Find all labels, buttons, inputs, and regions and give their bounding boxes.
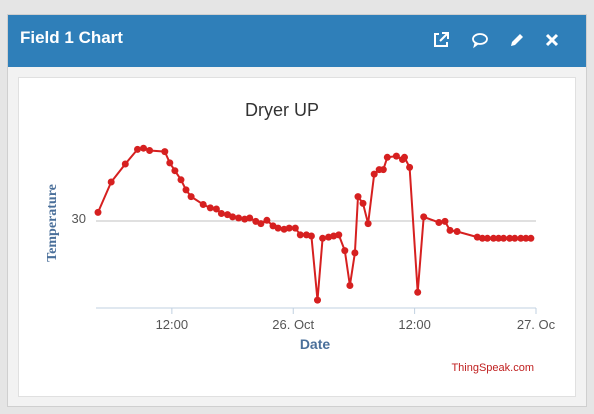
data-point[interactable] <box>257 220 265 228</box>
data-point[interactable] <box>94 208 102 216</box>
data-point[interactable] <box>490 234 497 242</box>
data-point[interactable] <box>392 152 400 160</box>
data-point[interactable] <box>341 247 349 255</box>
widget-title: Field 1 Chart <box>20 28 123 47</box>
line-chart: Dryer UP Temperature Date ThingSpeak.com… <box>45 100 556 374</box>
data-point[interactable] <box>171 167 179 175</box>
x-axis-label: Date <box>300 336 331 352</box>
widget-header: Field 1 Chart <box>8 15 586 67</box>
chart-card: Dryer UP Temperature Date ThingSpeak.com… <box>18 77 576 397</box>
data-point[interactable] <box>140 144 147 152</box>
y-axis-label: Temperature <box>45 184 60 262</box>
data-point[interactable] <box>307 232 315 240</box>
chart-title: Dryer UP <box>245 100 319 120</box>
data-point[interactable] <box>263 216 271 224</box>
data-point[interactable] <box>483 234 491 242</box>
data-point[interactable] <box>335 231 343 239</box>
widget-body: Dryer UP Temperature Date ThingSpeak.com… <box>8 67 586 406</box>
data-point[interactable] <box>511 234 519 242</box>
data-point[interactable] <box>359 199 367 207</box>
data-point[interactable] <box>296 231 304 239</box>
thingspeak-credit[interactable]: ThingSpeak.com <box>451 362 534 374</box>
data-point[interactable] <box>495 234 503 242</box>
data-point[interactable] <box>182 186 190 194</box>
data-point[interactable] <box>414 288 422 296</box>
data-point[interactable] <box>522 234 530 242</box>
data-point[interactable] <box>441 217 449 225</box>
data-point[interactable] <box>229 213 237 221</box>
data-point[interactable] <box>285 224 293 232</box>
data-point[interactable] <box>517 234 525 242</box>
series-line <box>97 147 531 301</box>
data-point[interactable] <box>314 296 321 304</box>
data-point[interactable] <box>453 228 461 235</box>
data-point[interactable] <box>364 220 372 228</box>
data-point[interactable] <box>351 249 359 257</box>
data-point[interactable] <box>346 282 354 289</box>
data-point[interactable] <box>212 205 220 213</box>
data-point[interactable] <box>146 147 154 154</box>
data-point[interactable] <box>206 204 214 212</box>
data-point[interactable] <box>319 234 327 242</box>
x-tick-label: 12:00 <box>398 317 431 332</box>
data-point[interactable] <box>161 148 169 156</box>
data-point[interactable] <box>401 153 408 161</box>
data-point[interactable] <box>500 234 508 242</box>
external-link-icon[interactable] <box>430 29 452 51</box>
data-point[interactable] <box>217 210 225 217</box>
data-point[interactable] <box>274 224 282 232</box>
data-point[interactable] <box>506 234 514 242</box>
y-tick-label: 30 <box>72 211 86 226</box>
data-point[interactable] <box>291 224 299 232</box>
data-point[interactable] <box>435 219 443 226</box>
data-point[interactable] <box>107 178 115 186</box>
data-point[interactable] <box>177 176 185 184</box>
data-point[interactable] <box>246 214 254 222</box>
comment-icon[interactable] <box>469 29 491 51</box>
data-point[interactable] <box>446 226 454 234</box>
pencil-icon[interactable] <box>506 29 528 51</box>
data-point[interactable] <box>134 145 141 153</box>
data-point[interactable] <box>354 193 362 201</box>
close-icon[interactable] <box>541 29 563 51</box>
x-tick-label: 27. Oc <box>517 317 556 332</box>
data-point[interactable] <box>527 234 535 242</box>
data-point[interactable] <box>379 166 387 174</box>
data-point[interactable] <box>235 214 243 222</box>
data-point[interactable] <box>166 159 174 167</box>
data-point[interactable] <box>187 193 195 201</box>
x-tick-label: 26. Oct <box>272 317 314 332</box>
data-point[interactable] <box>478 234 486 242</box>
data-point[interactable] <box>121 160 129 168</box>
data-point[interactable] <box>370 170 378 178</box>
x-tick-label: 12:00 <box>156 317 189 332</box>
data-point[interactable] <box>383 153 391 161</box>
data-point[interactable] <box>420 213 428 221</box>
data-point[interactable] <box>199 201 207 208</box>
chart-widget: Field 1 Chart <box>7 14 587 407</box>
data-point[interactable] <box>406 163 414 171</box>
